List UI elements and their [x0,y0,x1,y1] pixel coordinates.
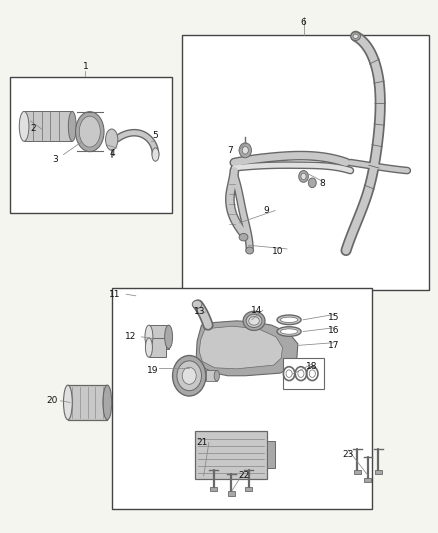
Ellipse shape [243,311,265,330]
Text: 18: 18 [306,362,318,371]
Ellipse shape [277,327,301,336]
Text: 12: 12 [125,333,136,341]
Ellipse shape [277,315,301,325]
Bar [245,487,252,491]
Ellipse shape [103,385,112,420]
Ellipse shape [75,112,104,152]
Ellipse shape [145,325,153,349]
Ellipse shape [280,329,298,334]
Bar [364,478,371,482]
Bar [149,338,166,357]
Circle shape [242,147,248,154]
Circle shape [299,171,308,182]
Bar [267,441,275,468]
Circle shape [173,356,206,396]
Ellipse shape [246,247,254,254]
Bar [354,470,361,474]
Bar [195,431,267,479]
Polygon shape [199,326,283,369]
Text: 9: 9 [263,206,269,215]
Bar [375,470,382,474]
Ellipse shape [106,129,118,150]
Circle shape [239,143,251,158]
Bar [68,385,107,420]
Circle shape [177,361,201,391]
Text: 16: 16 [328,326,339,335]
Ellipse shape [79,116,100,147]
Ellipse shape [192,301,202,308]
Ellipse shape [280,317,298,322]
Bar [24,111,72,141]
Ellipse shape [64,385,72,420]
Text: 6: 6 [300,18,307,27]
Circle shape [308,178,316,188]
Text: 3: 3 [52,156,58,164]
Text: 11: 11 [110,290,121,298]
Bar [228,491,235,496]
Circle shape [301,173,306,180]
Ellipse shape [165,325,173,349]
Text: 19: 19 [147,366,158,375]
Ellipse shape [152,148,159,161]
Ellipse shape [249,317,259,325]
Text: 14: 14 [251,306,262,314]
Text: 17: 17 [328,341,339,350]
Text: 8: 8 [319,180,325,188]
Ellipse shape [145,338,152,357]
Text: 2: 2 [30,125,35,133]
Ellipse shape [351,32,360,41]
Bar [10,77,172,213]
Bar [149,325,169,349]
Ellipse shape [353,34,358,38]
Bar [210,487,217,491]
Bar [283,358,324,389]
Text: 20: 20 [46,397,57,405]
Text: 15: 15 [328,313,339,321]
Text: 13: 13 [194,308,205,316]
Bar [112,288,372,509]
Text: 1: 1 [82,62,88,71]
Circle shape [286,370,292,377]
Text: 23: 23 [343,450,354,458]
Text: 5: 5 [152,132,159,140]
Ellipse shape [239,233,248,241]
Ellipse shape [19,111,29,141]
Text: 21: 21 [197,438,208,447]
Ellipse shape [214,370,219,381]
Text: 7: 7 [227,146,233,155]
Ellipse shape [246,314,262,327]
Bar [206,370,217,381]
Circle shape [182,367,196,384]
Bar [182,35,429,290]
Ellipse shape [68,111,76,141]
Text: 10: 10 [272,247,284,256]
Circle shape [309,370,315,377]
Polygon shape [196,321,298,376]
Text: 22: 22 [239,471,250,480]
Circle shape [298,370,304,377]
Text: 4: 4 [110,149,115,158]
